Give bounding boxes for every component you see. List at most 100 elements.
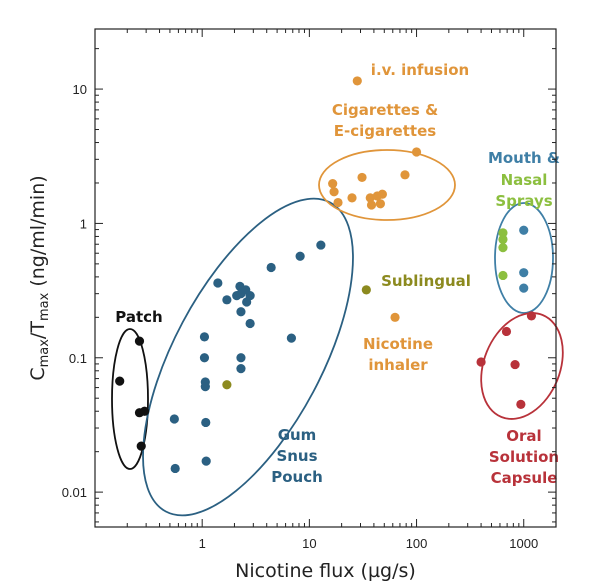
data-point bbox=[365, 193, 375, 203]
data-point bbox=[328, 178, 338, 189]
data-point bbox=[519, 283, 529, 293]
label-cigarettes-e-cigarettes: Cigarettes & E-cigarettes bbox=[332, 101, 438, 140]
x-tick-label: 100 bbox=[406, 536, 428, 551]
label-line: E-cigarettes bbox=[334, 122, 436, 140]
label-nicotine-inhaler: Nicotine inhaler bbox=[363, 335, 433, 374]
label-line: Gum bbox=[278, 426, 317, 444]
data-point bbox=[526, 311, 537, 321]
plot-frame bbox=[94, 28, 557, 528]
data-point bbox=[213, 278, 223, 288]
data-point bbox=[134, 336, 145, 346]
data-point bbox=[236, 307, 246, 317]
y-axis-title-mid: /T bbox=[27, 321, 49, 339]
data-point bbox=[390, 312, 400, 322]
data-point bbox=[519, 225, 529, 235]
data-point bbox=[170, 463, 180, 474]
label-line: Sublingual bbox=[381, 272, 471, 290]
data-point bbox=[498, 234, 508, 245]
data-point bbox=[245, 291, 255, 301]
data-point bbox=[200, 382, 210, 392]
label-line: Sprays bbox=[495, 192, 552, 210]
x-tick-label: 1 bbox=[199, 536, 206, 551]
axes: 1 10 100 1000 0.01 0.1 1 10 bbox=[62, 28, 557, 551]
ellipse-cigarettes-e-cigarettes bbox=[318, 149, 456, 221]
y-tick-label: 1 bbox=[80, 216, 87, 231]
data-points bbox=[115, 76, 537, 474]
series-sublingual bbox=[361, 285, 371, 295]
data-point bbox=[357, 172, 367, 183]
series-gum-snus-pouch-olive-marker bbox=[222, 380, 232, 390]
label-mouth: Mouth & bbox=[488, 149, 560, 167]
data-point bbox=[115, 376, 125, 386]
series-mouth-nasal-sprays-blue bbox=[519, 225, 529, 293]
ellipse-patch bbox=[111, 328, 149, 470]
data-point bbox=[266, 262, 276, 273]
label-line: Oral bbox=[506, 427, 541, 445]
data-point bbox=[286, 333, 297, 343]
data-point bbox=[201, 417, 211, 428]
data-point bbox=[329, 187, 339, 197]
data-point bbox=[400, 170, 410, 180]
data-point bbox=[498, 270, 508, 281]
label-line: Pouch bbox=[271, 468, 323, 486]
y-axis-title: Cmax/Tmax (ng/ml/min) bbox=[27, 175, 52, 380]
label-line: Mouth & bbox=[488, 149, 560, 167]
data-point bbox=[169, 414, 179, 424]
ellipse-mouth-nasal-sprays bbox=[494, 202, 554, 314]
data-point bbox=[333, 197, 343, 208]
data-point bbox=[222, 380, 232, 390]
label-sublingual: Sublingual bbox=[381, 272, 471, 290]
series-mouth-nasal-sprays-green bbox=[498, 228, 508, 281]
ellipse-gum-snus-pouch bbox=[142, 197, 354, 517]
group-labels: Patch Gum Snus Pouch i.v. infusion Cigarettes… bbox=[115, 61, 560, 487]
data-point bbox=[199, 353, 210, 363]
data-point bbox=[510, 359, 520, 370]
data-point bbox=[476, 357, 486, 367]
data-point bbox=[498, 243, 508, 253]
data-point bbox=[316, 240, 326, 250]
data-point bbox=[501, 326, 512, 337]
label-line: inhaler bbox=[368, 356, 428, 374]
data-point bbox=[201, 456, 211, 466]
label-line: Patch bbox=[115, 308, 162, 326]
data-point bbox=[411, 147, 422, 157]
data-point bbox=[245, 318, 255, 329]
series-cigarettes-e-cigarettes bbox=[328, 147, 422, 210]
data-point bbox=[498, 228, 508, 238]
label-patch: Patch bbox=[115, 308, 162, 326]
data-point bbox=[136, 441, 146, 451]
y-axis-title-units: (ng/ml/min) bbox=[27, 175, 49, 292]
data-point bbox=[352, 76, 362, 86]
label-line: Snus bbox=[276, 447, 317, 465]
label-i-v-infusion: i.v. infusion bbox=[371, 61, 469, 79]
data-point bbox=[366, 200, 377, 210]
label-line: Cigarettes & bbox=[332, 101, 438, 119]
data-point bbox=[361, 285, 371, 295]
data-point bbox=[347, 193, 357, 203]
series-gum-snus-pouch bbox=[169, 240, 326, 474]
x-tick-label: 1000 bbox=[509, 536, 538, 551]
data-point bbox=[236, 353, 246, 363]
data-point bbox=[377, 189, 387, 199]
label-line: Nicotine bbox=[363, 335, 433, 353]
y-axis-title-main: C bbox=[27, 367, 49, 380]
x-axis-title: Nicotine flux (µg/s) bbox=[235, 560, 416, 582]
label-line: i.v. infusion bbox=[371, 61, 469, 79]
data-point bbox=[222, 295, 232, 305]
data-point bbox=[295, 251, 305, 261]
data-point bbox=[519, 268, 529, 278]
group-ellipses bbox=[111, 149, 564, 517]
data-point bbox=[516, 399, 526, 409]
y-tick-label: 10 bbox=[73, 82, 87, 97]
x-tick-label: 10 bbox=[302, 536, 316, 551]
label-line: Solution bbox=[489, 448, 559, 466]
y-tick-label: 0.01 bbox=[62, 485, 87, 500]
series-patch bbox=[115, 336, 150, 451]
label-line: Nasal bbox=[501, 171, 548, 189]
ellipse-oral-solution-capsule bbox=[480, 312, 564, 420]
label-line: Capsule bbox=[491, 469, 558, 487]
series-i-v-infusion bbox=[352, 76, 362, 86]
series-nicotine-inhaler bbox=[390, 312, 400, 322]
y-axis-title-subscript-1: max bbox=[37, 339, 52, 368]
